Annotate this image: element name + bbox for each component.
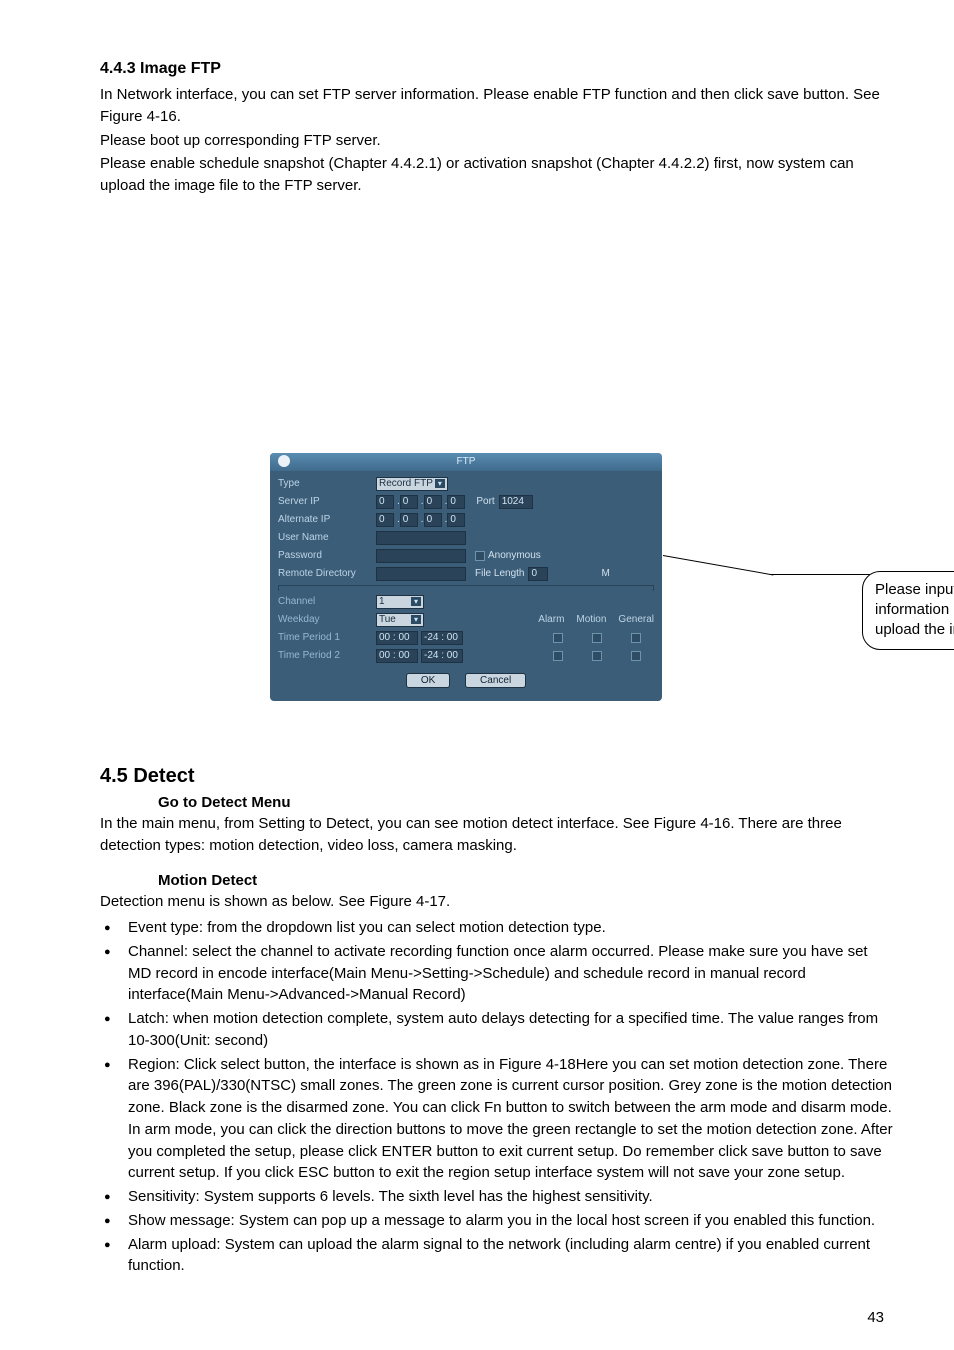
label-user: User Name	[278, 532, 376, 543]
channel-select[interactable]: 1▾	[376, 595, 424, 609]
bullet-item: Latch: when motion detection complete, s…	[100, 1008, 894, 1052]
label-tp1: Time Period 1	[278, 632, 376, 643]
callout-box: Please input the corresponding informati…	[862, 571, 954, 650]
heading-4-5: 4.5 Detect	[100, 765, 894, 788]
tp2-to[interactable]: -24 : 00	[421, 649, 463, 663]
col-motion: Motion	[576, 614, 606, 625]
intro-p1: In Network interface, you can set FTP se…	[100, 84, 894, 128]
tp1-from[interactable]: 00 : 00	[376, 631, 418, 645]
label-alt-ip: Alternate IP	[278, 514, 376, 525]
anon-checkbox[interactable]	[475, 551, 485, 561]
alt-b[interactable]: 0	[400, 513, 418, 527]
bullet-item: Region: Click select button, the interfa…	[100, 1054, 894, 1185]
chevron-down-icon: ▾	[435, 479, 445, 488]
flen-input[interactable]: 0	[528, 567, 548, 581]
tp2-general-chk[interactable]	[631, 651, 641, 661]
channel-group-border	[278, 585, 654, 591]
tp1-to[interactable]: -24 : 00	[421, 631, 463, 645]
type-select[interactable]: Record FTP▾	[376, 477, 448, 491]
label-port: Port	[476, 496, 494, 507]
bullet-item: Show message: System can pop up a messag…	[100, 1210, 894, 1232]
weekday-select[interactable]: Tue▾	[376, 613, 424, 627]
callout-text: Please input the corresponding informati…	[875, 581, 954, 639]
motion-bullets: Event type: from the dropdown list you c…	[100, 917, 894, 1277]
intro-p3: Please enable schedule snapshot (Chapter…	[100, 153, 894, 197]
bullet-item: Event type: from the dropdown list you c…	[100, 917, 894, 939]
alt-c[interactable]: 0	[424, 513, 442, 527]
page-number: 43	[867, 1309, 884, 1326]
ftp-dialog: FTP Type Record FTP▾ Server IP 0. 0. 0. …	[270, 453, 662, 701]
label-server-ip: Server IP	[278, 496, 376, 507]
chevron-down-icon: ▾	[411, 597, 421, 606]
col-general: General	[618, 614, 654, 625]
label-password: Password	[278, 550, 376, 561]
chevron-down-icon: ▾	[411, 615, 421, 624]
label-flen: File Length	[475, 568, 524, 579]
label-weekday: Weekday	[278, 614, 376, 625]
label-anon: Anonymous	[488, 550, 541, 561]
ok-button[interactable]: OK	[406, 673, 450, 688]
ip-a[interactable]: 0	[376, 495, 394, 509]
tp1-general-chk[interactable]	[631, 633, 641, 643]
col-alarm: Alarm	[538, 614, 564, 625]
tp1-motion-chk[interactable]	[592, 633, 602, 643]
label-M: M	[601, 568, 609, 579]
label-type: Type	[278, 478, 376, 489]
ftp-title-text: FTP	[457, 453, 476, 471]
bullet-item: Sensitivity: System supports 6 levels. T…	[100, 1186, 894, 1208]
motion-p: Detection menu is shown as below. See Fi…	[100, 891, 894, 913]
user-input[interactable]	[376, 531, 466, 545]
label-tp2: Time Period 2	[278, 650, 376, 661]
intro-p2: Please boot up corresponding FTP server.	[100, 130, 894, 152]
heading-4-4-3: 4.4.3 Image FTP	[100, 60, 894, 78]
tp2-motion-chk[interactable]	[592, 651, 602, 661]
pwd-input[interactable]	[376, 549, 466, 563]
ip-d[interactable]: 0	[447, 495, 465, 509]
ftp-titlebar: FTP	[270, 453, 662, 471]
label-channel: Channel	[278, 596, 376, 607]
alt-d[interactable]: 0	[447, 513, 465, 527]
figure-4-16-wrap: FTP Type Record FTP▾ Server IP 0. 0. 0. …	[100, 453, 894, 733]
cancel-button[interactable]: Cancel	[465, 673, 526, 688]
goto-p: In the main menu, from Setting to Detect…	[100, 813, 894, 857]
heading-goto-detect: Go to Detect Menu	[158, 794, 894, 811]
label-remote: Remote Directory	[278, 568, 376, 579]
ip-b[interactable]: 0	[400, 495, 418, 509]
heading-motion-detect: Motion Detect	[158, 872, 894, 889]
alt-a[interactable]: 0	[376, 513, 394, 527]
port-input[interactable]: 1024	[499, 495, 533, 509]
ip-c[interactable]: 0	[424, 495, 442, 509]
tp2-alarm-chk[interactable]	[553, 651, 563, 661]
tp1-alarm-chk[interactable]	[553, 633, 563, 643]
ftp-title-icon	[278, 455, 290, 467]
callout-connector-1	[663, 555, 773, 575]
bullet-item: Alarm upload: System can upload the alar…	[100, 1234, 894, 1278]
remote-input[interactable]	[376, 567, 466, 581]
bullet-item: Channel: select the channel to activate …	[100, 941, 894, 1006]
tp2-from[interactable]: 00 : 00	[376, 649, 418, 663]
